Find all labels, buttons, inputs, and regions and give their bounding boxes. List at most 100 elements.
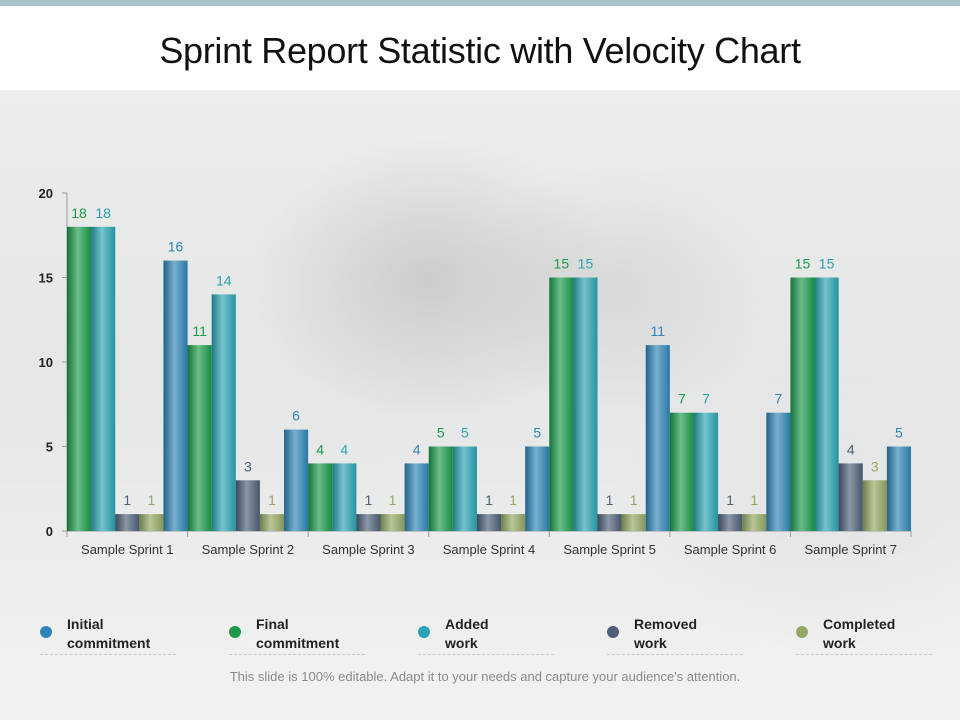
data-label-completed: 1: [148, 492, 156, 508]
data-label-final: 11: [192, 323, 207, 339]
data-label-added: 4: [340, 441, 348, 457]
bar-added: [91, 226, 116, 532]
legend-label-final: Final commitment: [256, 616, 340, 651]
bar-final: [187, 345, 212, 531]
data-label-final: 7: [678, 391, 686, 407]
data-label-initial: 11: [651, 323, 666, 339]
bar-completed: [621, 514, 646, 531]
legend-swatch-final: [229, 626, 241, 638]
bar-final: [428, 446, 453, 531]
bar-final: [67, 226, 92, 532]
data-label-final: 15: [554, 256, 570, 272]
data-label-added: 14: [216, 272, 232, 288]
x-tick-label: Sample Sprint 4: [443, 542, 536, 557]
x-tick-label: Sample Sprint 2: [202, 542, 295, 557]
legend-swatch-removed: [607, 626, 619, 638]
bar-added: [573, 277, 598, 531]
bar-completed: [139, 514, 164, 531]
data-label-added: 15: [819, 256, 835, 272]
bar-added: [211, 294, 236, 531]
data-label-completed: 1: [750, 492, 758, 508]
data-label-final: 5: [437, 425, 445, 441]
bar-completed: [862, 480, 887, 531]
bar-completed: [259, 514, 285, 531]
data-label-added: 18: [95, 205, 111, 221]
bar-added: [332, 463, 357, 531]
data-label-removed: 1: [123, 492, 131, 508]
data-label-final: 15: [795, 256, 811, 272]
y-tick-label: 20: [39, 186, 53, 201]
bar-removed: [235, 480, 260, 531]
y-tick-label: 15: [39, 271, 53, 286]
data-label-initial: 7: [774, 391, 782, 407]
y-tick-label: 10: [39, 355, 53, 370]
bar-final: [549, 277, 574, 531]
data-label-removed: 3: [244, 458, 252, 474]
data-label-removed: 4: [847, 441, 855, 457]
bar-added: [693, 412, 719, 531]
data-label-initial: 16: [168, 239, 184, 255]
bar-added: [452, 446, 477, 531]
legend-label-removed: Removed work: [634, 616, 698, 651]
bar-completed: [742, 514, 767, 531]
data-label-initial: 4: [413, 441, 421, 457]
legend-item-completed: Completed work: [796, 612, 932, 655]
y-tick-label: 0: [46, 524, 53, 539]
data-label-completed: 1: [509, 492, 517, 508]
data-label-added: 5: [461, 425, 469, 441]
data-label-completed: 3: [871, 458, 879, 474]
slide-title: Sprint Report Statistic with Velocity Ch…: [159, 30, 801, 71]
data-label-final: 4: [316, 441, 324, 457]
x-tick-label: Sample Sprint 3: [322, 542, 415, 557]
legend-label-added: Added work: [445, 616, 489, 651]
data-label-initial: 5: [895, 425, 903, 441]
bar-removed: [597, 514, 622, 531]
legend-label-initial: Initial commitment: [67, 616, 151, 651]
bar-initial: [525, 446, 550, 531]
legend-item-added: Added work: [418, 612, 554, 655]
bar-removed: [718, 514, 743, 531]
bar-initial: [284, 429, 309, 531]
data-label-added: 15: [578, 256, 594, 272]
legend-swatch-initial: [40, 626, 52, 638]
bar-initial: [645, 345, 670, 531]
x-tick-label: Sample Sprint 1: [81, 542, 174, 557]
y-tick-label: 5: [46, 440, 53, 455]
data-label-added: 7: [702, 391, 710, 407]
x-tick-label: Sample Sprint 7: [804, 542, 897, 557]
bar-removed: [115, 514, 140, 531]
x-tick-label: Sample Sprint 5: [563, 542, 656, 557]
bar-final: [308, 463, 333, 531]
data-label-completed: 1: [268, 492, 276, 508]
data-label-completed: 1: [389, 492, 397, 508]
data-label-removed: 1: [485, 492, 493, 508]
bar-removed: [838, 463, 863, 531]
legend-item-removed: Removed work: [607, 612, 743, 655]
bar-added: [814, 277, 839, 531]
data-label-initial: 6: [292, 408, 300, 424]
data-label-removed: 1: [365, 492, 373, 508]
legend-item-final: Final commitment: [229, 612, 365, 655]
legend-swatch-completed: [796, 626, 808, 638]
data-label-removed: 1: [606, 492, 614, 508]
bar-initial: [886, 446, 911, 531]
x-tick-label: Sample Sprint 6: [684, 542, 777, 557]
top-accent-bar: [0, 0, 960, 6]
bar-completed: [380, 514, 405, 531]
bar-initial: [766, 412, 791, 531]
footer-note: This slide is 100% editable. Adapt it to…: [229, 669, 741, 684]
bar-initial: [404, 463, 429, 531]
legend-item-initial: Initial commitment: [40, 612, 176, 655]
data-label-initial: 5: [533, 425, 541, 441]
bar-completed: [501, 514, 526, 531]
bar-final: [790, 277, 815, 531]
legend-swatch-added: [418, 626, 430, 638]
data-label-final: 18: [71, 205, 87, 221]
bar-removed: [476, 514, 502, 531]
bar-final: [669, 412, 694, 531]
data-label-removed: 1: [726, 492, 734, 508]
bar-initial: [163, 260, 188, 531]
legend-label-completed: Completed work: [823, 616, 896, 651]
data-label-completed: 1: [630, 492, 638, 508]
